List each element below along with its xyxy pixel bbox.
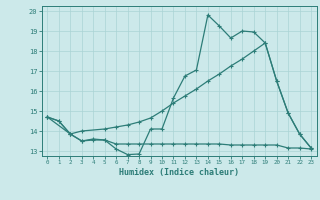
X-axis label: Humidex (Indice chaleur): Humidex (Indice chaleur) [119,168,239,177]
